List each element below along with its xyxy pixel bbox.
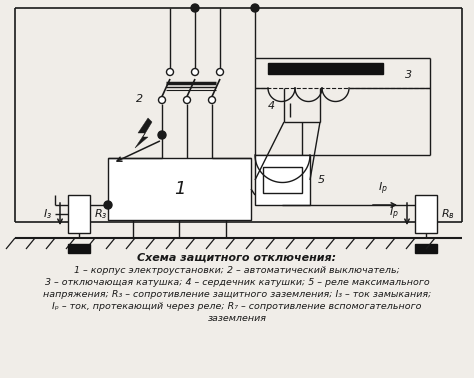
Text: заземления: заземления (208, 314, 266, 323)
Text: 4: 4 (268, 101, 275, 111)
Text: 1 – корпус электроустановки; 2 – автоматический выключатель;: 1 – корпус электроустановки; 2 – автомат… (74, 266, 400, 275)
Bar (268, 63, 383, 74)
Polygon shape (135, 118, 152, 148)
Text: $I_з$: $I_з$ (43, 207, 52, 221)
Circle shape (191, 4, 199, 12)
Text: напряжения; R₃ – сопротивление защитного заземления; I₃ – ток замыкания;: напряжения; R₃ – сопротивление защитного… (43, 290, 431, 299)
Circle shape (183, 96, 191, 104)
Circle shape (191, 68, 199, 76)
Circle shape (166, 68, 173, 76)
Text: 3 – отключающая катушка; 4 – сердечник катушки; 5 – реле максимального: 3 – отключающая катушка; 4 – сердечник к… (45, 278, 429, 287)
Text: Iₚ – ток, протекающий через реле; R₇ – сопротивление вспомогательного: Iₚ – ток, протекающий через реле; R₇ – с… (52, 302, 422, 311)
Bar (68, 244, 90, 253)
Text: 3: 3 (405, 70, 412, 80)
Text: $R_з$: $R_з$ (94, 207, 108, 221)
Bar (255, 155, 310, 205)
Bar (108, 158, 251, 220)
Circle shape (104, 201, 112, 209)
Bar (263, 167, 302, 193)
Text: 2: 2 (137, 94, 144, 104)
Text: Схема защитного отключения:: Схема защитного отключения: (137, 253, 337, 263)
Circle shape (158, 96, 165, 104)
Bar (415, 195, 437, 233)
Circle shape (209, 96, 216, 104)
Circle shape (158, 131, 166, 139)
Text: 1: 1 (174, 180, 185, 198)
Text: $I_р$: $I_р$ (378, 181, 388, 197)
Text: 5: 5 (318, 175, 325, 185)
Circle shape (251, 4, 259, 12)
Bar (68, 195, 90, 233)
Text: $I_р$: $I_р$ (389, 206, 399, 222)
Bar (415, 244, 437, 253)
Circle shape (217, 68, 224, 76)
Text: $R_в$: $R_в$ (441, 207, 455, 221)
